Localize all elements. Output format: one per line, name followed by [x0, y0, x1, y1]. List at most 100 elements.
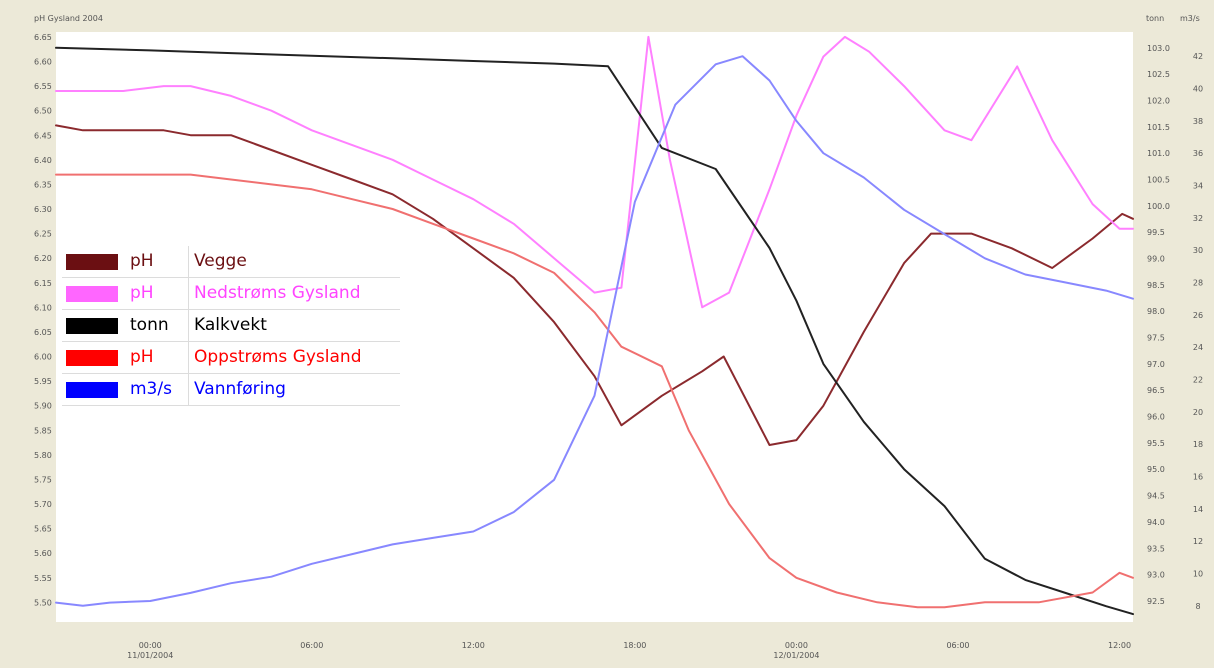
right2-tick-label: 20 [1193, 408, 1203, 417]
legend-row-nedstroms: pH Nedstrøms Gysland [62, 277, 400, 310]
left-tick-label: 6.25 [34, 230, 52, 239]
left-tick-label: 5.85 [34, 426, 52, 435]
left-tick-label: 6.05 [34, 328, 52, 337]
right1-tick-label: 98.5 [1147, 281, 1165, 290]
right2-tick-label: 24 [1193, 343, 1203, 352]
right1-tick-label: 102.5 [1147, 70, 1170, 79]
left-tick-label: 6.30 [34, 205, 52, 214]
left-tick-label: 5.60 [34, 549, 52, 558]
x-tick-sublabel: 12/01/2004 [773, 651, 819, 660]
right2-tick-label: 40 [1193, 85, 1203, 94]
left-tick-label: 5.75 [34, 475, 52, 484]
left-tick-label: 6.35 [34, 180, 52, 189]
right1-tick-label: 99.0 [1147, 255, 1165, 264]
legend: pH Vegge pH Nedstrøms Gysland tonn Kalkv… [62, 246, 400, 406]
right1-tick-label: 93.0 [1147, 571, 1165, 580]
legend-swatch [66, 285, 118, 302]
left-tick-label: 6.50 [34, 107, 52, 116]
left-tick-label: 6.00 [34, 353, 52, 362]
right1-tick-label: 103.0 [1147, 44, 1170, 53]
right1-tick-label: 100.0 [1147, 202, 1170, 211]
right2-tick-label: 36 [1193, 149, 1203, 158]
x-tick-label: 12:00 [1108, 641, 1131, 650]
left-tick-label: 5.50 [34, 598, 52, 607]
x-tick-label: 00:00 [139, 641, 162, 650]
right1-tick-label: 97.5 [1147, 334, 1165, 343]
legend-unit: pH [128, 246, 189, 278]
right1-tick-label: 99.5 [1147, 228, 1165, 237]
chart-title: pH Gysland 2004 [34, 14, 103, 23]
legend-unit: m3/s [128, 373, 189, 406]
right2-tick-label: 8 [1195, 602, 1200, 611]
left-axis-ticks: 5.50 5.55 5.60 5.65 5.70 5.75 5.80 5.85 5.90 5.95… [34, 33, 52, 607]
right2-tick-label: 38 [1193, 117, 1203, 126]
right1-tick-label: 95.0 [1147, 465, 1165, 474]
legend-name: Nedstrøms Gysland [188, 277, 400, 310]
right1-tick-label: 94.5 [1147, 492, 1165, 501]
left-tick-label: 6.65 [34, 33, 52, 42]
legend-row-oppstroms: pH Oppstrøms Gysland [62, 341, 400, 374]
right1-tick-label: 102.0 [1147, 96, 1170, 105]
left-tick-label: 6.45 [34, 131, 52, 140]
right2-tick-label: 34 [1193, 182, 1203, 191]
right-axis-1-ticks: 92.5 93.0 93.5 94.0 94.5 95.0 95.5 96.0 96.5 97.0… [1147, 44, 1170, 606]
right1-tick-label: 98.0 [1147, 307, 1165, 316]
x-tick-label: 06:00 [300, 641, 323, 650]
right-axis-1-unit: tonn [1146, 14, 1164, 23]
right1-tick-label: 101.0 [1147, 149, 1170, 158]
right2-tick-label: 18 [1193, 440, 1203, 449]
legend-name: Vannføring [188, 373, 400, 406]
left-tick-label: 6.40 [34, 156, 52, 165]
legend-swatch [66, 253, 118, 270]
left-tick-label: 5.95 [34, 377, 52, 386]
x-tick-label: 12:00 [462, 641, 485, 650]
series-line-vegge [55, 124, 1134, 446]
right2-tick-label: 12 [1193, 537, 1203, 546]
legend-name: Oppstrøms Gysland [188, 341, 400, 374]
legend-row-vannforing: m3/s Vannføring [62, 373, 400, 406]
legend-name: Kalkvekt [188, 309, 400, 342]
right2-tick-label: 32 [1193, 214, 1203, 223]
legend-row-vegge: pH Vegge [62, 246, 400, 278]
left-tick-label: 6.55 [34, 82, 52, 91]
x-tick-sublabel: 11/01/2004 [127, 651, 173, 660]
legend-unit: pH [128, 341, 189, 374]
legend-swatch [66, 381, 118, 398]
legend-unit: pH [128, 277, 189, 310]
series-layer [55, 35, 1134, 616]
x-tick-label: 18:00 [623, 641, 646, 650]
legend-unit: tonn [128, 309, 189, 342]
series-line-kalkvekt [55, 46, 1134, 616]
right1-tick-label: 93.5 [1147, 544, 1165, 553]
right-axis-2-unit: m3/s [1180, 14, 1200, 23]
left-tick-label: 5.80 [34, 451, 52, 460]
x-tick-label: 06:00 [946, 641, 969, 650]
right2-tick-label: 30 [1193, 246, 1203, 255]
left-tick-label: 6.60 [34, 58, 52, 67]
x-tick-label: 00:00 [785, 641, 808, 650]
right2-tick-label: 14 [1193, 505, 1203, 514]
left-tick-label: 6.10 [34, 303, 52, 312]
right1-tick-label: 96.5 [1147, 386, 1165, 395]
left-tick-label: 6.15 [34, 279, 52, 288]
right2-tick-label: 28 [1193, 279, 1203, 288]
left-tick-label: 5.90 [34, 402, 52, 411]
right1-tick-label: 100.5 [1147, 176, 1170, 185]
left-tick-label: 6.20 [34, 254, 52, 263]
legend-name: Vegge [188, 246, 400, 278]
right1-tick-label: 97.0 [1147, 360, 1165, 369]
series-line-oppstr-ms-gysland [55, 173, 1134, 609]
right2-tick-label: 16 [1193, 473, 1203, 482]
legend-row-kalkvekt: tonn Kalkvekt [62, 309, 400, 342]
left-tick-label: 5.65 [34, 525, 52, 534]
right1-tick-label: 92.5 [1147, 597, 1165, 606]
series-line-vannf-ring [55, 55, 1134, 607]
legend-swatch [66, 317, 118, 334]
left-tick-label: 5.55 [34, 574, 52, 583]
right2-tick-label: 42 [1193, 52, 1203, 61]
right-axis-2-ticks: 8 10 12 14 16 18 20 22 24 26 28 30 32 34 36 38 40 42 [1193, 52, 1203, 611]
right1-tick-label: 95.5 [1147, 439, 1165, 448]
right1-tick-label: 101.5 [1147, 123, 1170, 132]
right1-tick-label: 96.0 [1147, 413, 1165, 422]
